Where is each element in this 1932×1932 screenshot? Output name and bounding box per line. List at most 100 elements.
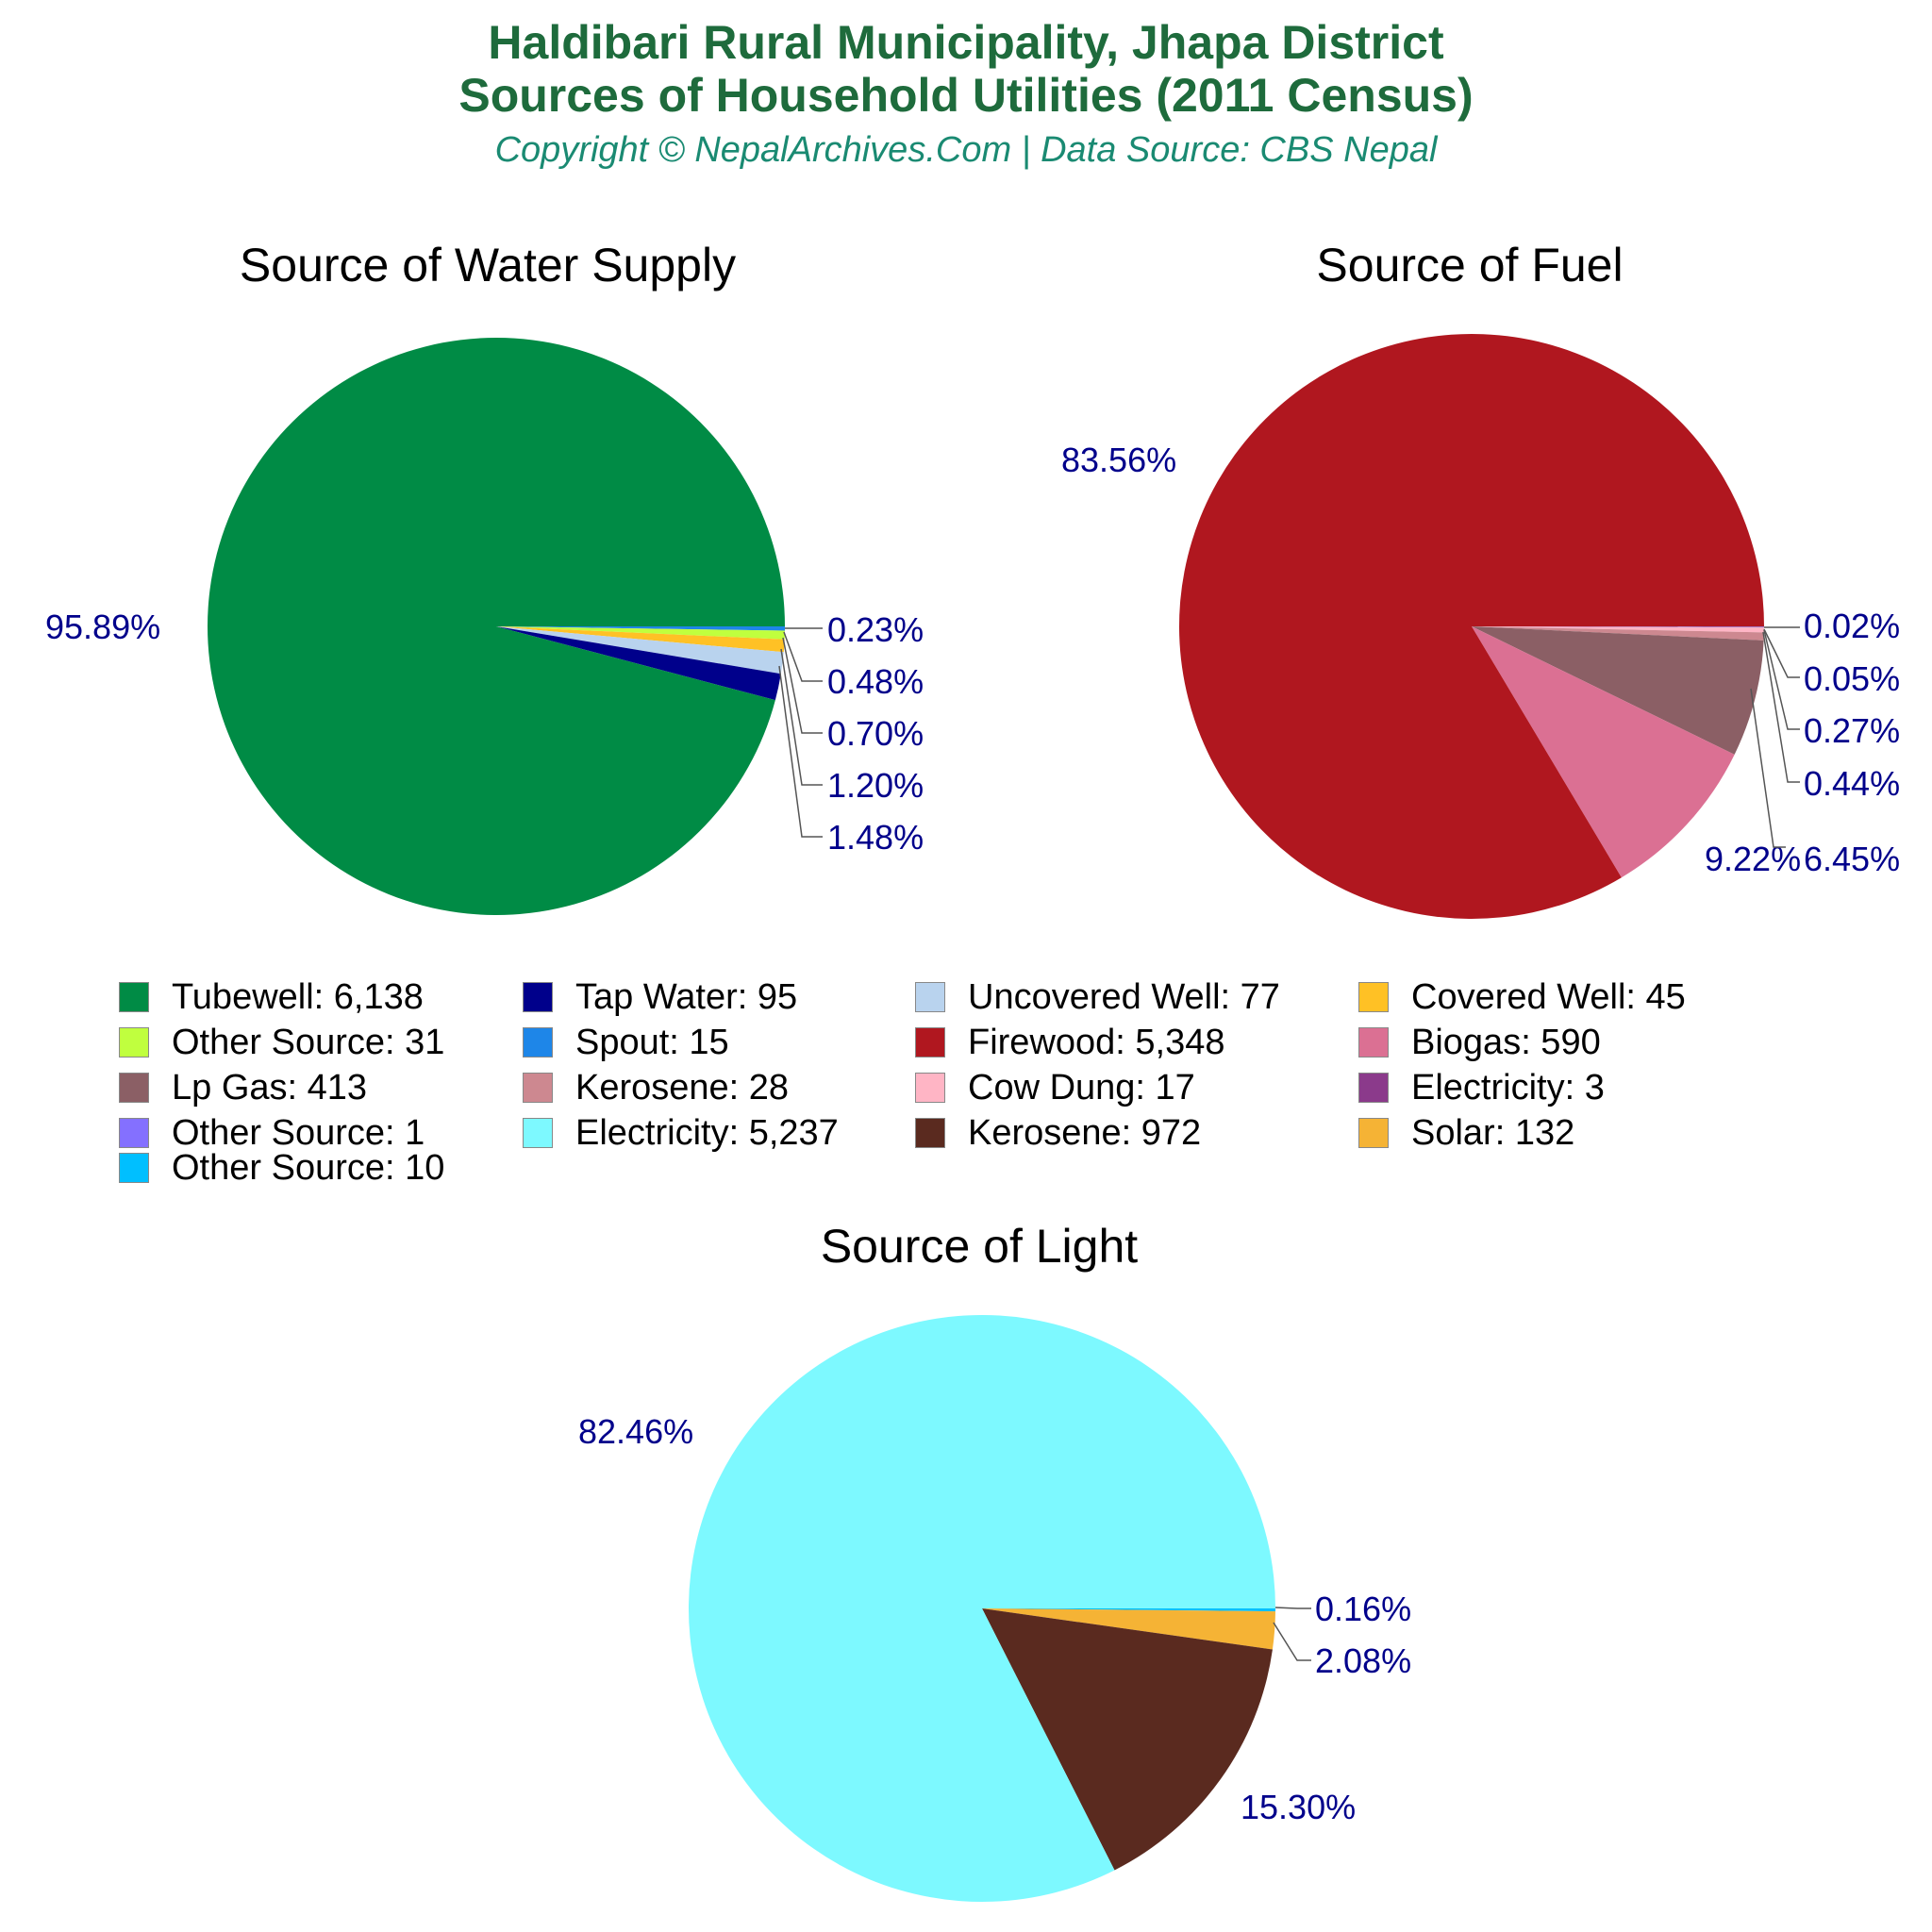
legend-swatch bbox=[1358, 982, 1389, 1012]
legend-label: Solar: 132 bbox=[1411, 1112, 1575, 1153]
legend-swatch bbox=[1358, 1073, 1389, 1103]
label-leader-line bbox=[782, 637, 823, 734]
pie-slice bbox=[496, 626, 785, 640]
percent-label: 15.30% bbox=[1241, 1788, 1356, 1826]
legend-item: Firewood: 5,348 bbox=[915, 1022, 1225, 1063]
legend-item: Tubewell: 6,138 bbox=[119, 976, 424, 1018]
legend-label: Other Source: 31 bbox=[172, 1022, 445, 1062]
legend-swatch bbox=[1358, 1027, 1389, 1058]
legend-label: Covered Well: 45 bbox=[1411, 976, 1686, 1017]
label-leader-line bbox=[780, 648, 823, 786]
legend-item: Solar: 132 bbox=[1358, 1112, 1574, 1154]
legend-label: Other Source: 1 bbox=[172, 1112, 425, 1153]
legend-swatch bbox=[119, 1153, 149, 1183]
light-pie: 82.46% 0.16% 2.08% 15.30% bbox=[578, 1315, 1411, 1903]
legend-label: Firewood: 5,348 bbox=[968, 1022, 1225, 1062]
legend-label: Biogas: 590 bbox=[1411, 1022, 1601, 1062]
legend-item: Other Source: 31 bbox=[119, 1022, 444, 1063]
percent-label: 1.20% bbox=[827, 766, 924, 805]
legend-swatch bbox=[523, 1027, 553, 1058]
legend-swatch bbox=[915, 1027, 945, 1058]
legend-item: Cow Dung: 17 bbox=[915, 1067, 1195, 1108]
percent-label: 1.48% bbox=[827, 818, 924, 857]
pie-slice bbox=[982, 1608, 1273, 1871]
percent-label: 0.02% bbox=[1804, 607, 1900, 645]
percent-label: 0.27% bbox=[1804, 711, 1900, 750]
pie-slice bbox=[496, 626, 784, 675]
legend-swatch bbox=[915, 1073, 945, 1103]
label-leader-line bbox=[1273, 1622, 1311, 1661]
main-title-line2: Sources of Household Utilities (2011 Cen… bbox=[458, 69, 1474, 122]
pie-slice bbox=[982, 1608, 1275, 1612]
percent-label: 0.70% bbox=[827, 714, 924, 753]
pie-slice bbox=[1472, 626, 1735, 878]
label-leader-line bbox=[1763, 629, 1800, 730]
pie-slice bbox=[1472, 626, 1764, 755]
pie-slice bbox=[496, 626, 785, 653]
legend-label: Cow Dung: 17 bbox=[968, 1067, 1195, 1108]
fuel-pie: 83.56% 0.02% 0.05% 0.27% 0.44%9.22% 6.45% bbox=[1061, 333, 1900, 919]
legend-swatch bbox=[915, 982, 945, 1012]
pie-slice bbox=[207, 337, 785, 915]
label-leader-line bbox=[778, 665, 823, 838]
legend-item: Biogas: 590 bbox=[1358, 1022, 1601, 1063]
legend-label: Kerosene: 28 bbox=[575, 1067, 790, 1108]
legend-swatch bbox=[1358, 1118, 1389, 1148]
percent-label: 6.45% bbox=[1804, 840, 1900, 878]
legend-item: Uncovered Well: 77 bbox=[915, 976, 1280, 1018]
percent-label: 0.16% bbox=[1315, 1590, 1411, 1628]
legend-label: Electricity: 5,237 bbox=[575, 1112, 839, 1153]
water-pie: 95.89% 0.23% 0.48% 0.70% 1.20% 1.48% bbox=[45, 337, 924, 915]
legend-label: Other Source: 10 bbox=[172, 1147, 445, 1188]
legend-label: Spout: 15 bbox=[575, 1022, 729, 1062]
pie-slice bbox=[496, 626, 781, 701]
pie-slice bbox=[496, 626, 785, 631]
legend-label: Lp Gas: 413 bbox=[172, 1067, 368, 1108]
legend-label: Kerosene: 972 bbox=[968, 1112, 1202, 1153]
legend-swatch bbox=[119, 1118, 149, 1148]
legend-item: Tap Water: 95 bbox=[523, 976, 797, 1018]
percent-label: 0.23% bbox=[827, 610, 924, 649]
legend-item: Electricity: 5,237 bbox=[523, 1112, 839, 1154]
light-chart-title: Source of Light bbox=[820, 1220, 1139, 1273]
legend-label: Uncovered Well: 77 bbox=[968, 976, 1280, 1017]
legend-item: Other Source: 10 bbox=[119, 1147, 444, 1189]
legend-swatch bbox=[915, 1118, 945, 1148]
label-leader-line bbox=[1763, 628, 1800, 678]
percent-label: 83.56% bbox=[1061, 441, 1176, 479]
main-title-line1: Haldibari Rural Municipality, Jhapa Dist… bbox=[488, 16, 1444, 69]
legend-swatch bbox=[523, 982, 553, 1012]
legend-item: Other Source: 1 bbox=[119, 1112, 425, 1154]
percent-label: 0.44% bbox=[1804, 764, 1900, 803]
percent-label: 9.22% bbox=[1705, 840, 1801, 878]
percent-label: 0.05% bbox=[1804, 659, 1900, 698]
legend-swatch bbox=[523, 1118, 553, 1148]
legend-item: Electricity: 3 bbox=[1358, 1067, 1605, 1108]
pie-slice bbox=[1472, 626, 1764, 628]
percent-label: 95.89% bbox=[45, 608, 160, 646]
percent-label: 0.48% bbox=[827, 662, 924, 701]
pie-slice bbox=[1472, 626, 1764, 633]
legend-label: Tubewell: 6,138 bbox=[172, 976, 424, 1017]
legend-swatch bbox=[119, 1027, 149, 1058]
label-leader-line bbox=[1762, 631, 1800, 783]
legend-swatch bbox=[119, 1073, 149, 1103]
legend-item: Kerosene: 972 bbox=[915, 1112, 1201, 1154]
legend-swatch bbox=[119, 982, 149, 1012]
legend-label: Electricity: 3 bbox=[1411, 1067, 1605, 1108]
fuel-chart-title: Source of Fuel bbox=[1316, 239, 1624, 291]
pie-slice bbox=[1472, 626, 1764, 641]
legend-item: Covered Well: 45 bbox=[1358, 976, 1686, 1018]
water-chart-title: Source of Water Supply bbox=[239, 239, 737, 291]
pie-slice bbox=[982, 1608, 1275, 1650]
legend-item: Spout: 15 bbox=[523, 1022, 729, 1063]
label-leader-line bbox=[1274, 1607, 1311, 1609]
legend-label: Tap Water: 95 bbox=[575, 976, 798, 1017]
legend-swatch bbox=[523, 1073, 553, 1103]
percent-label: 82.46% bbox=[578, 1412, 693, 1451]
pie-slice bbox=[688, 1315, 1275, 1903]
label-leader-line bbox=[783, 631, 823, 682]
label-leader-line bbox=[1750, 688, 1786, 848]
legend-item: Lp Gas: 413 bbox=[119, 1067, 367, 1108]
